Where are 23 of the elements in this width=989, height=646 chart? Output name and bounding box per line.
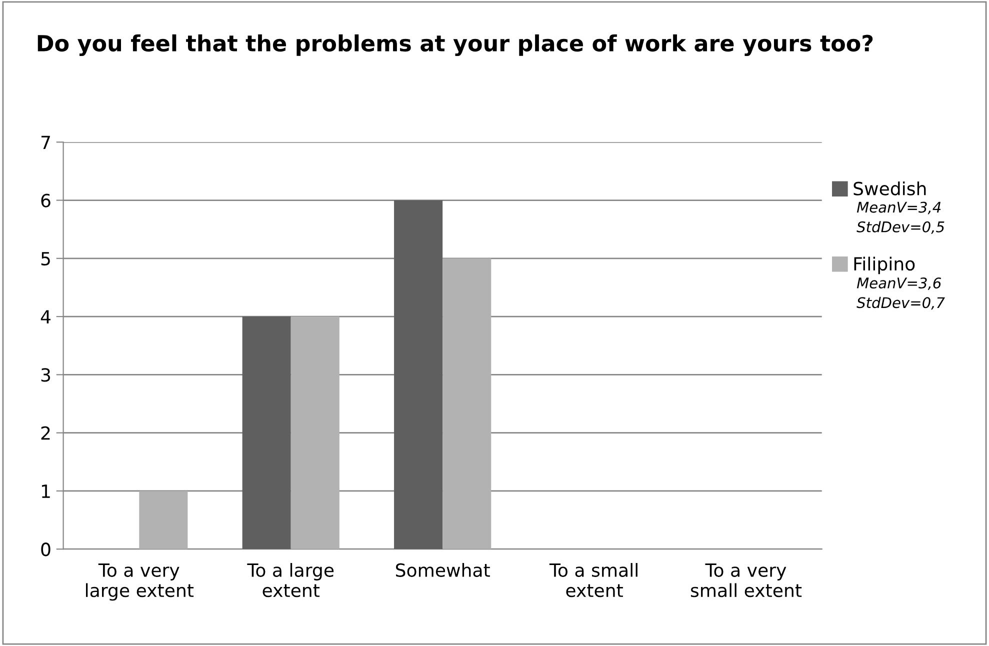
legend-label: Swedish (854, 181, 926, 196)
text: MeanV=3,6 StdDev=0,7 (856, 277, 945, 310)
y-tick-label: 7 (41, 136, 50, 149)
y-tick-label: 1 (42, 484, 50, 498)
y-tick-label: 4 (40, 310, 50, 324)
text: MeanV=3,4 StdDev=0,5 (856, 202, 944, 234)
y-tick-label: 2 (41, 426, 50, 440)
x-tick-label: To a large extent (247, 562, 334, 598)
legend-label: Filipino (854, 256, 915, 274)
chart-title: Do you feel that the problems at your place of work are yours too? (38, 34, 873, 56)
x-tick-label: To a very large extent (86, 564, 194, 601)
y-tick-label: 5 (41, 252, 50, 266)
bar (242, 316, 291, 550)
y-tick-label: 6 (41, 194, 50, 208)
bar (394, 200, 443, 550)
y-tick-label: 0 (41, 542, 50, 556)
y-tick-label: 3 (41, 368, 50, 382)
bar (442, 258, 492, 550)
bar (139, 490, 188, 550)
x-tick-label: Somewhat (396, 562, 490, 577)
x-tick-label: To a small extent (549, 562, 638, 598)
bar (290, 316, 340, 550)
x-tick-label: To a very small extent (690, 564, 802, 598)
